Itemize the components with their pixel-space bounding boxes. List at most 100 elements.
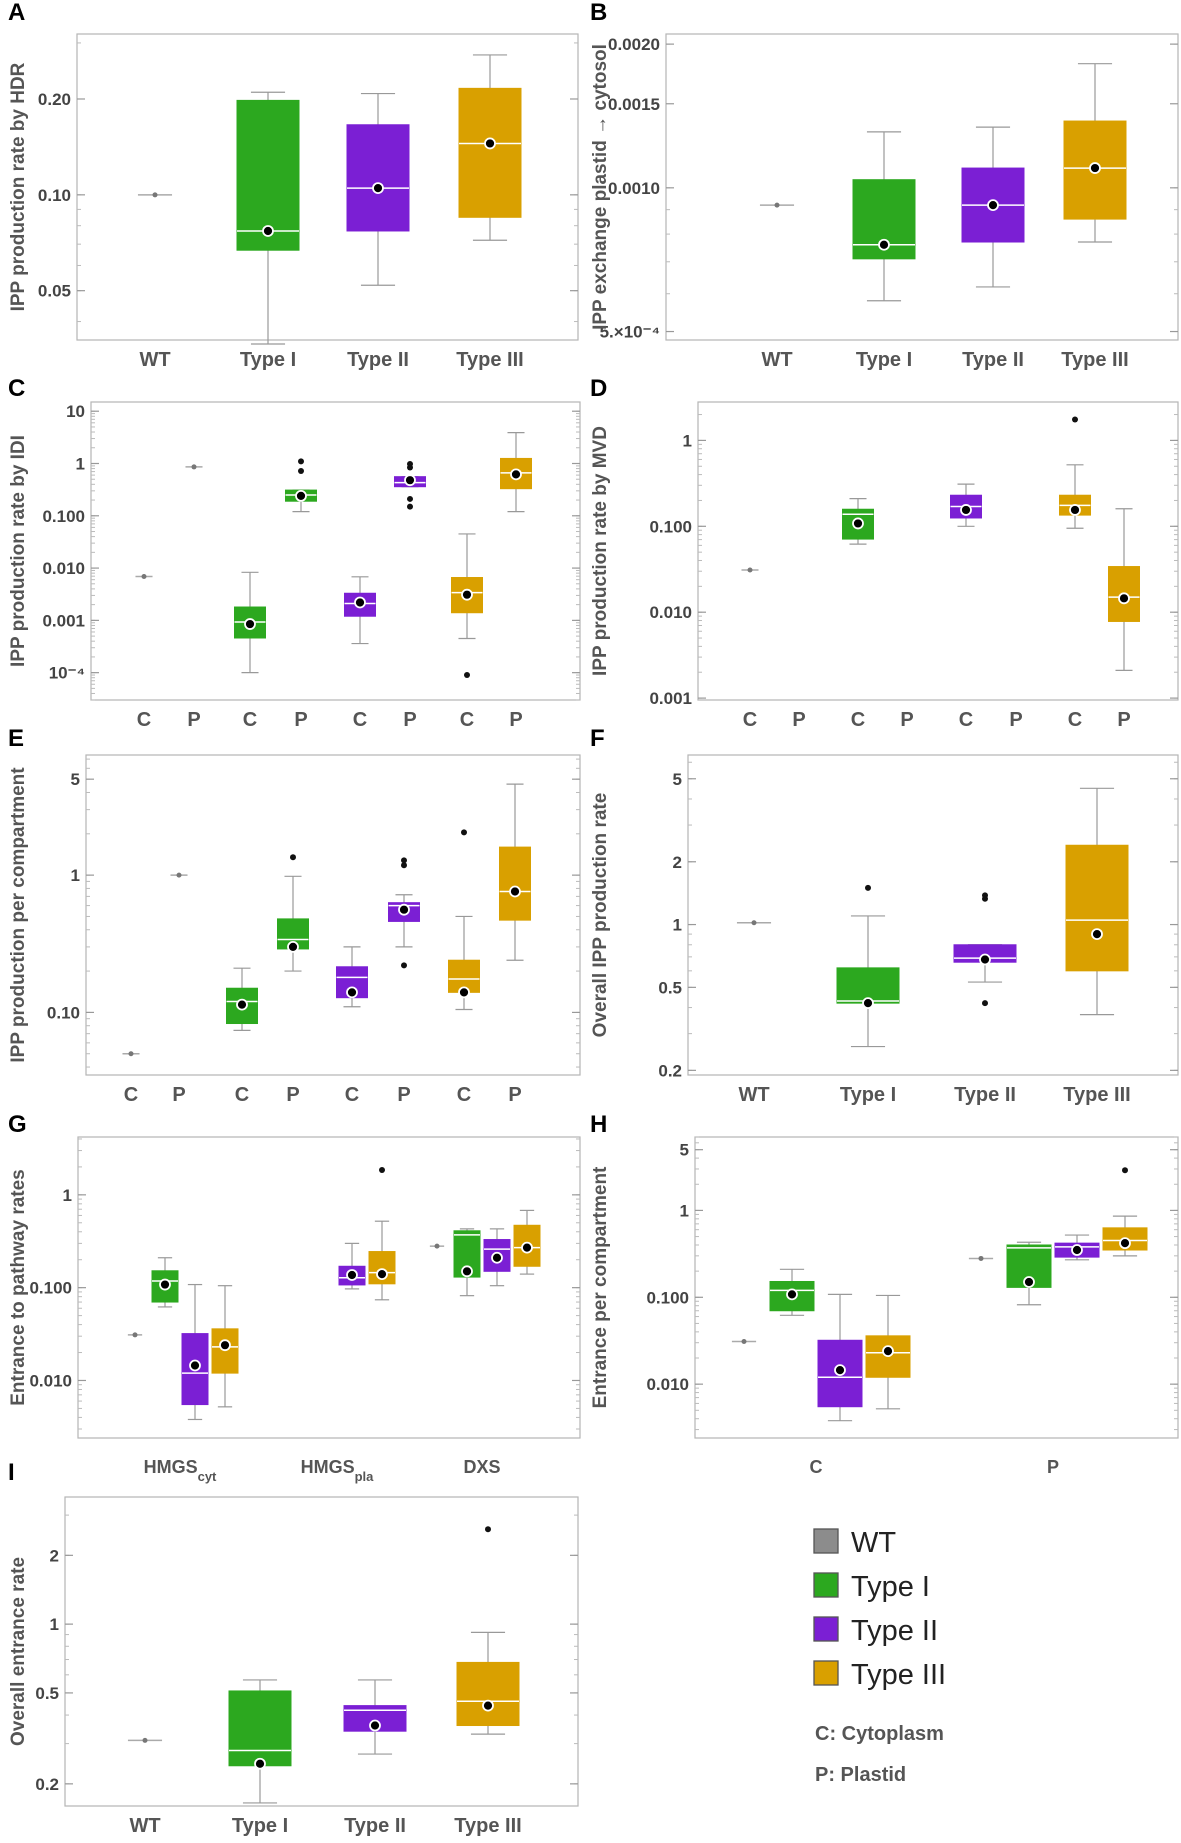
box-wt — [137, 192, 173, 198]
outlier-point — [379, 1167, 385, 1174]
outlier-point — [290, 854, 296, 861]
mean-point — [1069, 504, 1081, 516]
x-category-label: C — [457, 1084, 471, 1106]
box-type-iii — [1063, 63, 1127, 243]
iqr-box — [458, 87, 522, 218]
panel-e: E 0.10 1 5 IPP production per compartment C P C… — [8, 725, 581, 1106]
mean-point — [132, 1332, 138, 1338]
plot-frame — [64, 1496, 579, 1807]
y-axis-label: Overall entrance rate — [8, 1557, 29, 1746]
box-type-ii — [346, 92, 410, 286]
box-type-i — [453, 1228, 481, 1297]
mean-point — [236, 998, 248, 1011]
mean-point — [191, 464, 197, 470]
panel-i: I 0.2 0.5 1 2 Overall entrance rate WT Type I Ty… — [8, 1459, 579, 1837]
mean-point — [484, 137, 496, 150]
x-category-label: P — [1047, 1457, 1059, 1477]
box-type-i — [234, 571, 266, 674]
y-tick-label: 0.0010 — [608, 179, 660, 198]
box-type-ii — [338, 1242, 366, 1290]
box-wt — [170, 872, 188, 878]
outlier-point — [1122, 1167, 1128, 1174]
mean-point — [1091, 928, 1103, 941]
x-category-label: Type III — [1061, 349, 1128, 371]
iqr-box — [226, 987, 258, 1025]
legend-label: Type III — [851, 1659, 946, 1691]
box-wt — [759, 202, 795, 208]
plot-frame — [90, 401, 581, 701]
y-tick-label: 0.20 — [38, 90, 71, 109]
x-category-label: P — [187, 709, 200, 731]
y-tick-label: 0.010 — [29, 1371, 72, 1390]
outlier-point — [1072, 416, 1078, 423]
outlier-point — [401, 962, 407, 969]
mean-point — [376, 1268, 388, 1280]
mean-point — [509, 885, 521, 898]
box-type-ii — [483, 1228, 511, 1287]
mean-point — [287, 941, 299, 953]
y-axis-label: IPP production per compartment — [8, 767, 29, 1063]
iqr-box — [228, 1690, 292, 1767]
x-category-label: Type II — [347, 349, 409, 371]
plot-frame — [694, 1136, 1179, 1439]
y-tick-label: 1 — [63, 1186, 72, 1205]
mean-point — [434, 1243, 440, 1249]
y-tick-label: 5.×10⁻⁴ — [600, 323, 660, 342]
y-tick-label: 5 — [680, 1141, 689, 1160]
y-tick-label: 0.05 — [38, 282, 71, 301]
panel-c: C 10⁻⁴ 0.001 0.010 0.100 1 10 IPP production ra… — [8, 375, 581, 731]
y-tick-label: 5 — [673, 770, 682, 789]
y-tick-label: 0.5 — [658, 978, 682, 997]
box-type-iii — [500, 431, 532, 513]
x-category-label: C — [810, 1457, 823, 1477]
x-category-label: Type I — [232, 1815, 288, 1837]
mean-point — [491, 1251, 503, 1264]
x-category-label: C — [851, 709, 865, 731]
panel-h: H 0.010 0.100 1 5 Entrance per compartment C P — [590, 1111, 1179, 1477]
outlier-point — [401, 857, 407, 864]
box-wt — [731, 1338, 757, 1344]
x-category-label: C — [959, 709, 973, 731]
y-tick-label: 0.2 — [658, 1061, 682, 1080]
mean-point — [774, 202, 780, 208]
box-type-iii — [513, 1209, 541, 1275]
y-tick-label: 0.010 — [649, 603, 692, 622]
outlier-point — [485, 1526, 491, 1533]
y-axis-label: Overall IPP production rate — [590, 793, 611, 1038]
box-type-iii — [211, 1285, 239, 1408]
mean-point — [152, 192, 158, 198]
mean-point — [1119, 1237, 1131, 1250]
legend-note-cytoplasm: C: Cytoplasm — [815, 1723, 944, 1745]
plot-frame — [665, 33, 1179, 341]
box-type-ii — [181, 1283, 209, 1421]
box-wt — [741, 567, 759, 573]
mean-point — [219, 1339, 231, 1352]
y-tick-label: 0.5 — [35, 1684, 59, 1703]
plot-frame — [697, 401, 1179, 701]
outlier-point — [298, 467, 304, 474]
mean-point — [458, 986, 470, 999]
mean-point — [461, 1265, 473, 1278]
legend-swatch — [813, 1660, 839, 1686]
y-tick-label: 0.100 — [649, 517, 692, 536]
outlier-point — [401, 862, 407, 869]
box-type-i — [226, 967, 258, 1031]
x-category-label: C — [243, 709, 257, 731]
mean-point — [979, 953, 991, 966]
y-tick-label: 1 — [673, 916, 682, 935]
box-type-ii — [343, 1679, 407, 1755]
box-wt — [968, 1255, 994, 1261]
box-wt — [736, 920, 772, 926]
mean-point — [1089, 162, 1101, 174]
box-type-iii — [1059, 416, 1091, 529]
box-type-i — [842, 498, 874, 545]
y-axis-label: Entrance to pathway rates — [8, 1169, 29, 1406]
mean-point — [978, 1255, 984, 1261]
panel-f: F 0.2 0.5 1 2 5 Overall IPP production rate WT T… — [590, 725, 1179, 1106]
box-type-iii — [458, 54, 522, 241]
x-category-label: Type II — [344, 1815, 406, 1837]
box-wt — [185, 464, 203, 470]
mean-point — [747, 567, 753, 573]
mean-point — [141, 574, 147, 580]
y-tick-label: 0.001 — [42, 611, 85, 630]
